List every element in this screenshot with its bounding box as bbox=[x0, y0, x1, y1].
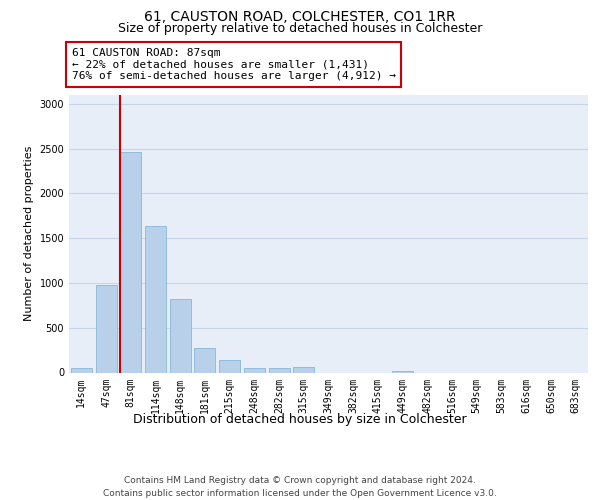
Text: Distribution of detached houses by size in Colchester: Distribution of detached houses by size … bbox=[133, 412, 467, 426]
Bar bbox=[71, 368, 92, 372]
Text: 61 CAUSTON ROAD: 87sqm
← 22% of detached houses are smaller (1,431)
76% of semi-: 61 CAUSTON ROAD: 87sqm ← 22% of detached… bbox=[71, 48, 395, 81]
Bar bbox=[120, 152, 141, 372]
Text: 61, CAUSTON ROAD, COLCHESTER, CO1 1RR: 61, CAUSTON ROAD, COLCHESTER, CO1 1RR bbox=[144, 10, 456, 24]
Bar bbox=[269, 368, 290, 372]
Text: Size of property relative to detached houses in Colchester: Size of property relative to detached ho… bbox=[118, 22, 482, 35]
Bar bbox=[194, 348, 215, 372]
Bar bbox=[293, 367, 314, 372]
Bar bbox=[145, 226, 166, 372]
Bar bbox=[95, 285, 116, 372]
Bar bbox=[170, 299, 191, 372]
Text: Contains HM Land Registry data © Crown copyright and database right 2024.
Contai: Contains HM Land Registry data © Crown c… bbox=[103, 476, 497, 498]
Bar bbox=[244, 368, 265, 372]
Y-axis label: Number of detached properties: Number of detached properties bbox=[24, 146, 34, 322]
Bar bbox=[219, 360, 240, 372]
Bar bbox=[392, 370, 413, 372]
